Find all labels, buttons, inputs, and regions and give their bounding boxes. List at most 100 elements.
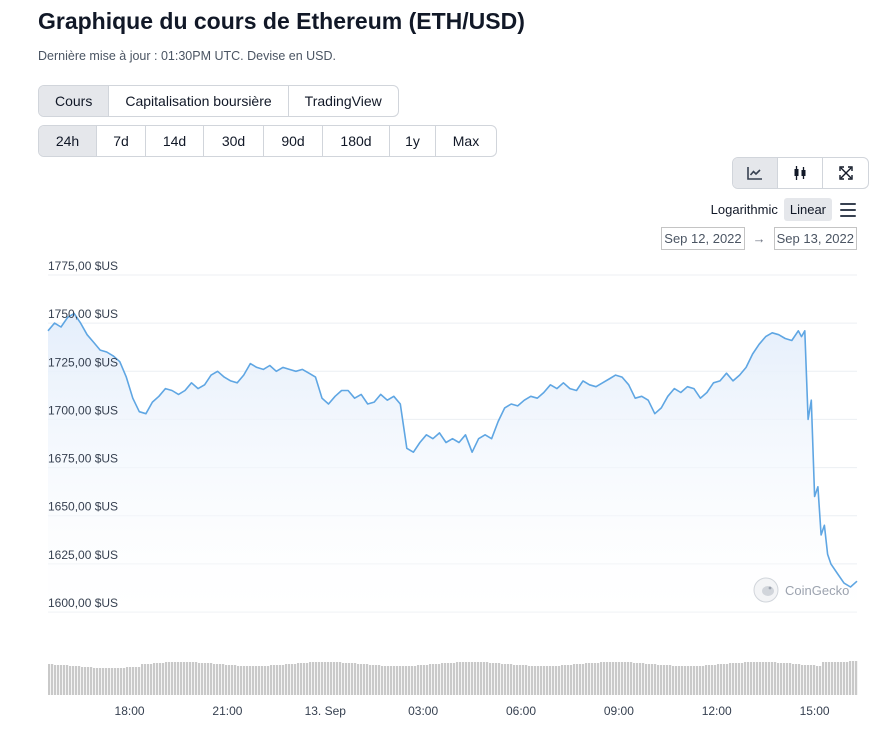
volume-bar	[429, 664, 432, 695]
volume-bar	[618, 662, 621, 695]
line-chart-button[interactable]	[733, 158, 778, 188]
volume-bar	[681, 666, 684, 695]
volume-bar	[189, 662, 192, 695]
volume-bar	[675, 666, 678, 695]
volume-bar	[831, 662, 834, 695]
volume-bar	[69, 666, 72, 695]
volume-bars	[48, 661, 858, 695]
volume-bar	[186, 662, 189, 695]
volume-bar	[723, 664, 726, 695]
volume-bar	[378, 665, 381, 695]
y-tick-label: 1775,00 $US	[48, 259, 118, 273]
tab-tradingview[interactable]: TradingView	[304, 93, 382, 109]
volume-bar	[696, 666, 699, 695]
volume-bar	[825, 662, 828, 695]
volume-bar	[573, 664, 576, 695]
volume-bar	[648, 664, 651, 695]
volume-bar	[633, 663, 636, 695]
volume-bar	[519, 665, 522, 695]
range-1y[interactable]: 1y	[390, 126, 436, 156]
price-chart[interactable]: 1775,00 $US 1750,00 $US 1725,00 $US 1700,00…	[0, 255, 876, 730]
range-14d[interactable]: 14d	[146, 126, 204, 156]
volume-bar	[285, 664, 288, 695]
volume-bar	[117, 668, 120, 695]
volume-bar	[819, 666, 822, 695]
volume-bar	[174, 662, 177, 695]
volume-bar	[795, 664, 798, 695]
chart-tabs: Cours Capitalisation boursière TradingVi…	[38, 85, 399, 117]
linear-toggle[interactable]: Linear	[783, 198, 832, 221]
volume-bar	[489, 663, 492, 695]
chart-type-buttons	[732, 157, 869, 189]
volume-bar	[360, 664, 363, 695]
tab-price[interactable]: Cours	[39, 86, 110, 116]
volume-bar	[84, 667, 87, 695]
volume-bar	[678, 666, 681, 695]
volume-bar	[201, 663, 204, 695]
range-max[interactable]: Max	[452, 133, 480, 149]
volume-bar	[561, 665, 564, 695]
volume-bar	[516, 665, 519, 695]
volume-bar	[498, 663, 501, 695]
volume-bar	[60, 665, 63, 695]
volume-bar	[753, 662, 756, 695]
volume-bar	[585, 663, 588, 695]
volume-bar	[147, 664, 150, 695]
volume-bar	[345, 663, 348, 695]
fullscreen-button[interactable]	[823, 158, 868, 188]
range-24h[interactable]: 24h	[39, 126, 97, 156]
volume-bar	[297, 663, 300, 695]
volume-bar	[294, 664, 297, 695]
volume-bar	[363, 664, 366, 695]
volume-bar	[447, 663, 450, 695]
volume-bar	[435, 664, 438, 695]
volume-bar	[213, 664, 216, 695]
range-30d[interactable]: 30d	[204, 126, 264, 156]
range-180d[interactable]: 180d	[323, 126, 390, 156]
volume-bar	[105, 668, 108, 695]
volume-bar	[252, 666, 255, 695]
volume-bar	[414, 666, 417, 695]
volume-bar	[849, 661, 852, 695]
date-from-input[interactable]: Sep 12, 2022	[661, 227, 745, 250]
volume-bar	[759, 662, 762, 695]
volume-bar	[132, 667, 135, 695]
volume-bar	[96, 668, 99, 695]
volume-bar	[735, 663, 738, 695]
volume-bar	[666, 665, 669, 695]
volume-bar	[102, 668, 105, 695]
volume-bar	[468, 662, 471, 695]
volume-bar	[630, 662, 633, 695]
y-tick-label: 1600,00 $US	[48, 596, 118, 610]
line-chart-icon	[747, 167, 762, 180]
arrow-right-icon: →	[752, 231, 766, 246]
x-tick-label: 03:00	[408, 704, 438, 718]
volume-bar	[126, 667, 129, 695]
volume-bar	[108, 668, 111, 695]
volume-bar	[198, 663, 201, 695]
volume-bar	[492, 663, 495, 695]
tab-market-cap[interactable]: Capitalisation boursière	[109, 86, 289, 116]
volume-bar	[762, 662, 765, 695]
date-to-input[interactable]: Sep 13, 2022	[773, 227, 857, 250]
volume-bar	[660, 665, 663, 695]
volume-bar	[303, 663, 306, 695]
volume-bar	[72, 666, 75, 695]
volume-bar	[405, 666, 408, 695]
volume-bar	[342, 663, 345, 695]
volume-bar	[600, 662, 603, 695]
hamburger-menu-icon[interactable]	[840, 202, 856, 217]
volume-bar	[540, 666, 543, 695]
range-90d[interactable]: 90d	[264, 126, 323, 156]
volume-bar	[624, 662, 627, 695]
candlestick-button[interactable]	[778, 158, 823, 188]
volume-bar	[594, 663, 597, 695]
volume-bar	[549, 666, 552, 695]
volume-bar	[282, 665, 285, 695]
logarithmic-toggle[interactable]: Logarithmic	[710, 202, 778, 217]
volume-bar	[270, 665, 273, 695]
volume-bar	[129, 667, 132, 695]
volume-bar	[123, 668, 126, 695]
volume-bar	[432, 664, 435, 695]
range-7d[interactable]: 7d	[97, 126, 146, 156]
